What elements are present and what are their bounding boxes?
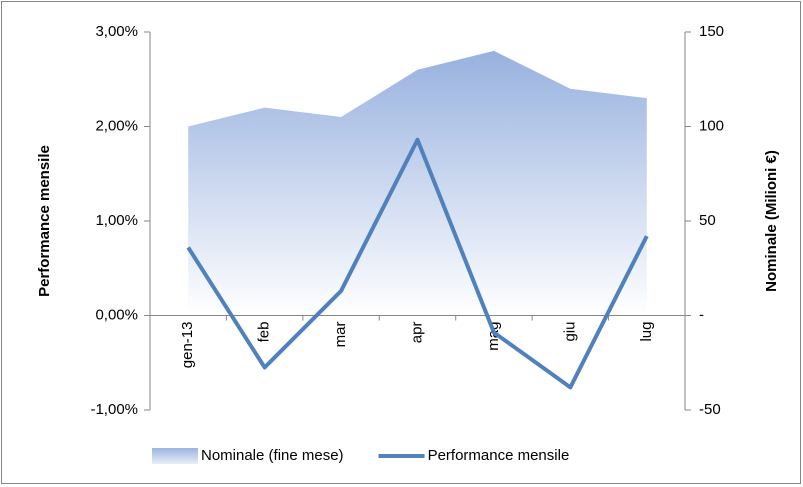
y2-tick-label: 100 bbox=[699, 117, 724, 134]
y-tick-label: 0,00% bbox=[95, 306, 138, 323]
line bbox=[186, 137, 649, 390]
y2-tick-label: 50 bbox=[699, 212, 716, 229]
y-tick-label: 3,00% bbox=[95, 23, 138, 40]
y2-tick-label: - bbox=[699, 306, 704, 323]
x-tick-label: mag bbox=[485, 322, 502, 351]
x-tick-label: mar bbox=[332, 322, 349, 348]
y-tick-label: -1,00% bbox=[90, 401, 138, 418]
legend-label: Performance mensile bbox=[428, 447, 570, 464]
y-tick-label: 2,00% bbox=[95, 117, 138, 134]
y2-tick-label: 150 bbox=[699, 23, 724, 40]
x-tick-label: apr bbox=[408, 322, 425, 344]
y-tick-label: 1,00% bbox=[95, 212, 138, 229]
y2-axis-title: Nominale (Milioni €) bbox=[763, 150, 780, 292]
y-axis-title: Performance mensile bbox=[36, 145, 53, 297]
legend-label: Nominale (fine mese) bbox=[201, 447, 344, 464]
legend-swatch bbox=[152, 448, 198, 464]
area bbox=[188, 50, 647, 316]
x-tick-label: giu bbox=[561, 322, 578, 342]
x-tick-label: feb bbox=[256, 322, 273, 343]
y2-tick-label: -50 bbox=[699, 401, 721, 418]
x-tick-label: lug bbox=[638, 322, 655, 342]
x-tick-label: gen-13 bbox=[179, 322, 196, 369]
